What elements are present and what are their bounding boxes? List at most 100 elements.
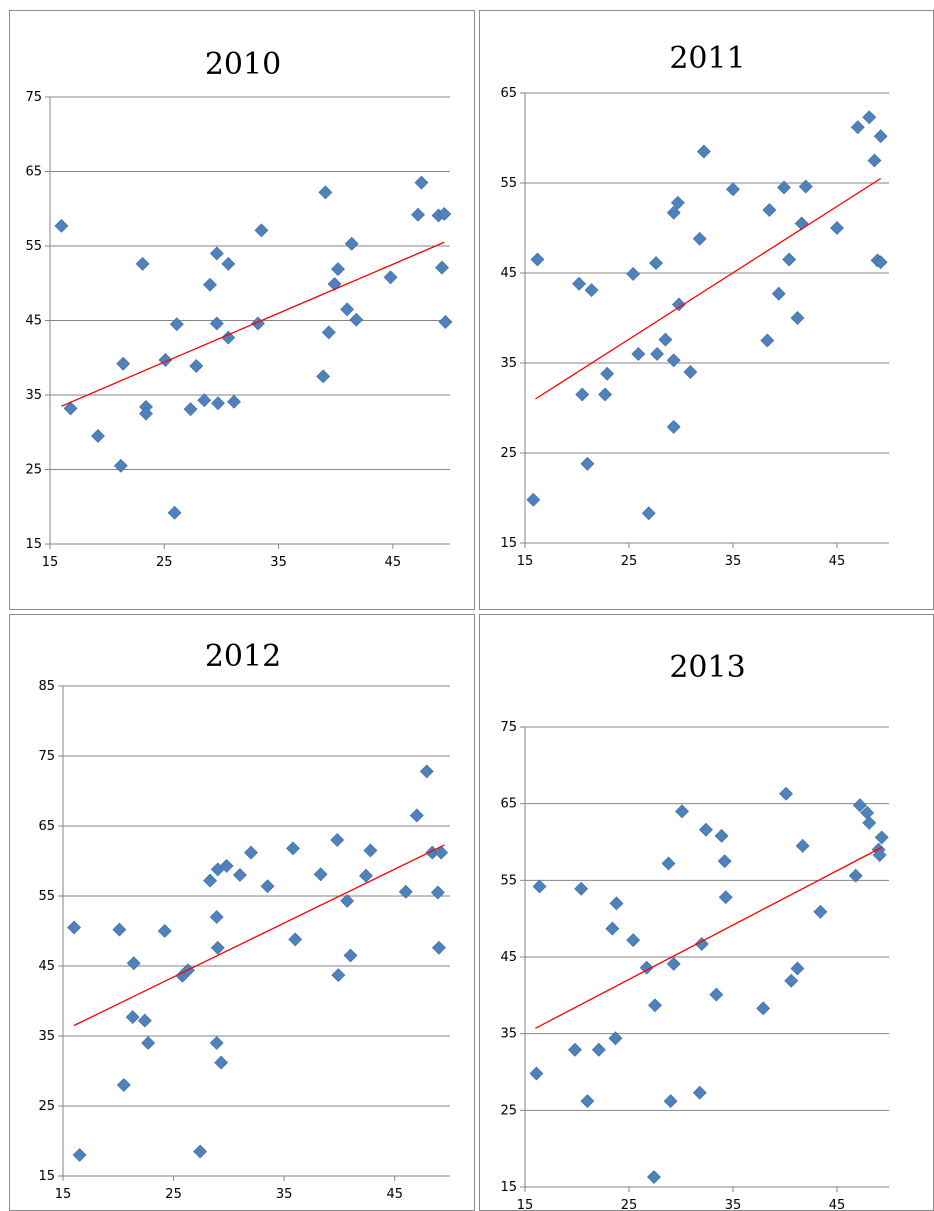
trendline bbox=[535, 846, 883, 1029]
data-point bbox=[639, 960, 654, 975]
x-tick-label: 25 bbox=[621, 554, 638, 569]
data-point bbox=[699, 822, 713, 837]
y-tick-label: 65 bbox=[500, 797, 517, 812]
data-point bbox=[529, 1066, 544, 1081]
data-point bbox=[666, 353, 681, 368]
data-point bbox=[661, 856, 676, 871]
chart-title: 2010 bbox=[205, 47, 281, 82]
data-point bbox=[72, 1148, 87, 1162]
data-point bbox=[605, 921, 620, 936]
y-tick-label: 35 bbox=[25, 388, 42, 403]
data-point bbox=[675, 804, 689, 819]
chart-title: 2013 bbox=[669, 650, 745, 685]
data-point bbox=[197, 393, 212, 408]
data-point bbox=[434, 845, 449, 860]
data-point bbox=[709, 987, 724, 1002]
data-point bbox=[852, 798, 867, 813]
chart-panel-2013: 2013 15 25 35 45 55 65 75 15 25 35 45 bbox=[479, 614, 934, 1211]
data-point bbox=[874, 830, 889, 845]
data-point bbox=[777, 180, 791, 195]
y-tick-label: 25 bbox=[25, 463, 42, 478]
data-point bbox=[260, 879, 275, 894]
x-tick-label: 25 bbox=[621, 1198, 638, 1211]
data-point bbox=[169, 317, 184, 332]
data-point bbox=[591, 1042, 606, 1057]
data-point bbox=[203, 873, 217, 888]
data-point bbox=[649, 256, 663, 271]
y-tick-label: 35 bbox=[500, 1027, 517, 1042]
data-point bbox=[193, 1144, 208, 1159]
data-point bbox=[530, 252, 545, 267]
data-point bbox=[343, 948, 358, 963]
data-point bbox=[784, 973, 799, 988]
trendline bbox=[61, 241, 445, 407]
data-point bbox=[526, 492, 541, 507]
data-point bbox=[432, 940, 446, 955]
data-point bbox=[67, 920, 81, 935]
y-tick-label: 65 bbox=[25, 165, 42, 180]
data-point bbox=[438, 315, 453, 329]
data-point bbox=[54, 218, 69, 233]
y-tick-label: 55 bbox=[25, 239, 42, 254]
y-tick-label: 15 bbox=[500, 536, 517, 551]
data-point bbox=[113, 458, 128, 473]
data-point bbox=[157, 924, 172, 938]
data-point bbox=[435, 260, 449, 275]
data-point bbox=[313, 867, 328, 882]
y-tick-label: 55 bbox=[500, 176, 517, 191]
data-point bbox=[112, 922, 127, 937]
data-point bbox=[714, 828, 729, 843]
data-point bbox=[139, 406, 153, 421]
data-point bbox=[567, 1042, 582, 1057]
y-tick-label: 55 bbox=[500, 873, 517, 888]
data-point bbox=[167, 505, 182, 520]
data-point bbox=[631, 347, 646, 361]
data-point bbox=[331, 262, 345, 277]
data-point bbox=[210, 940, 225, 955]
data-point bbox=[316, 369, 331, 384]
data-point bbox=[867, 153, 882, 168]
data-point bbox=[666, 419, 681, 434]
data-point bbox=[795, 838, 810, 853]
data-point bbox=[760, 333, 775, 348]
y-tick-label: 85 bbox=[38, 679, 55, 694]
chart-panel-2011: 2011 15 25 35 45 55 65 15 25 35 45 bbox=[479, 10, 934, 610]
y-tick-label: 25 bbox=[38, 1099, 55, 1114]
data-point bbox=[286, 841, 300, 856]
data-point bbox=[135, 256, 150, 271]
data-point bbox=[116, 1078, 131, 1092]
data-point bbox=[209, 316, 224, 331]
y-tick-label: 45 bbox=[500, 950, 517, 965]
data-point bbox=[318, 185, 333, 200]
y-tick-label: 45 bbox=[500, 266, 517, 281]
x-tick-label: 35 bbox=[276, 1187, 293, 1202]
data-point bbox=[798, 179, 813, 194]
trendline bbox=[73, 844, 445, 1027]
data-point bbox=[762, 203, 777, 217]
chart-title: 2012 bbox=[205, 639, 281, 674]
data-point bbox=[359, 868, 373, 883]
x-tick-label: 15 bbox=[55, 1187, 72, 1202]
y-tick-label: 35 bbox=[500, 356, 517, 371]
data-point bbox=[608, 1031, 623, 1046]
data-point bbox=[683, 365, 698, 379]
data-point bbox=[850, 120, 865, 135]
data-point bbox=[288, 932, 303, 947]
data-point bbox=[209, 1036, 224, 1050]
data-point bbox=[344, 236, 359, 251]
x-tick-label: 45 bbox=[829, 554, 846, 569]
x-tick-label: 35 bbox=[270, 555, 287, 570]
chart-2010: 2010 15 25 35 45 55 65 75 15 25 35 45 bbox=[25, 47, 453, 570]
data-point bbox=[666, 205, 681, 220]
data-point bbox=[584, 283, 599, 298]
y-tick-label: 35 bbox=[38, 1029, 55, 1044]
data-point bbox=[647, 1170, 661, 1184]
data-point bbox=[771, 286, 786, 301]
data-point bbox=[331, 968, 346, 983]
y-tick-label: 25 bbox=[500, 1103, 517, 1118]
x-tick-label: 45 bbox=[385, 555, 402, 570]
y-tick-label: 25 bbox=[500, 446, 517, 461]
data-point bbox=[572, 276, 587, 291]
data-point bbox=[209, 246, 224, 261]
x-tick-label: 15 bbox=[517, 554, 534, 569]
